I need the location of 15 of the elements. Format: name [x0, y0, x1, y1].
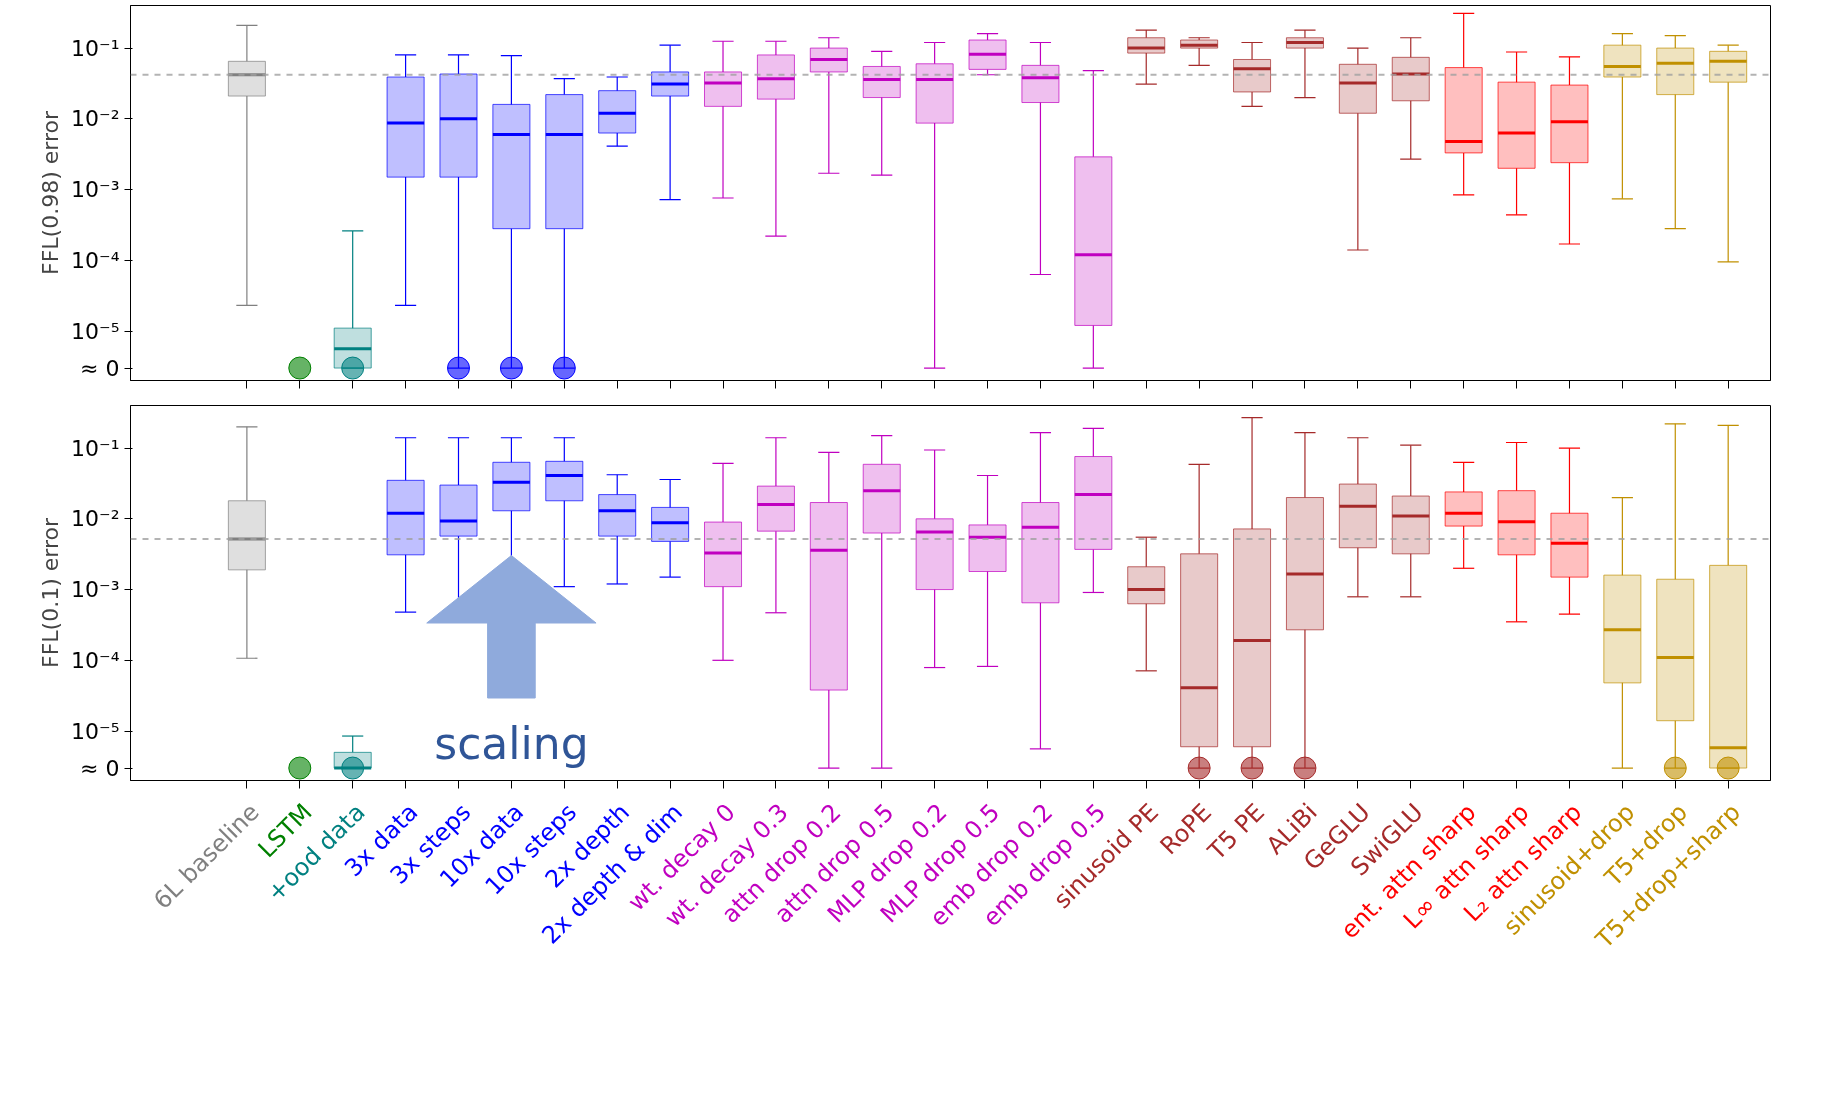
y-tick-label: 10⁻⁵	[71, 718, 120, 744]
y-tick-label: 10⁻¹	[71, 35, 120, 61]
y-tick-label: 10⁻¹	[71, 435, 120, 461]
y-tick-label: 10⁻³	[71, 177, 120, 203]
y-axis-title: FFL(0.1) error	[38, 517, 64, 668]
y-tick-label: 10⁻⁵	[71, 318, 120, 344]
y-tick-label: 10⁻⁴	[71, 247, 120, 273]
y-tick-label: 10⁻²	[71, 106, 120, 132]
y-tick-label: 10⁻⁴	[71, 647, 120, 673]
y-tick-label: 10⁻³	[71, 577, 120, 603]
annotation: scaling	[434, 717, 589, 769]
y-tick-label: ≈ 0	[80, 755, 120, 781]
y-tick-label: ≈ 0	[80, 355, 120, 381]
y-tick-label: 10⁻²	[71, 506, 120, 532]
y-axis-title: FFL(0.98) error	[38, 110, 64, 275]
